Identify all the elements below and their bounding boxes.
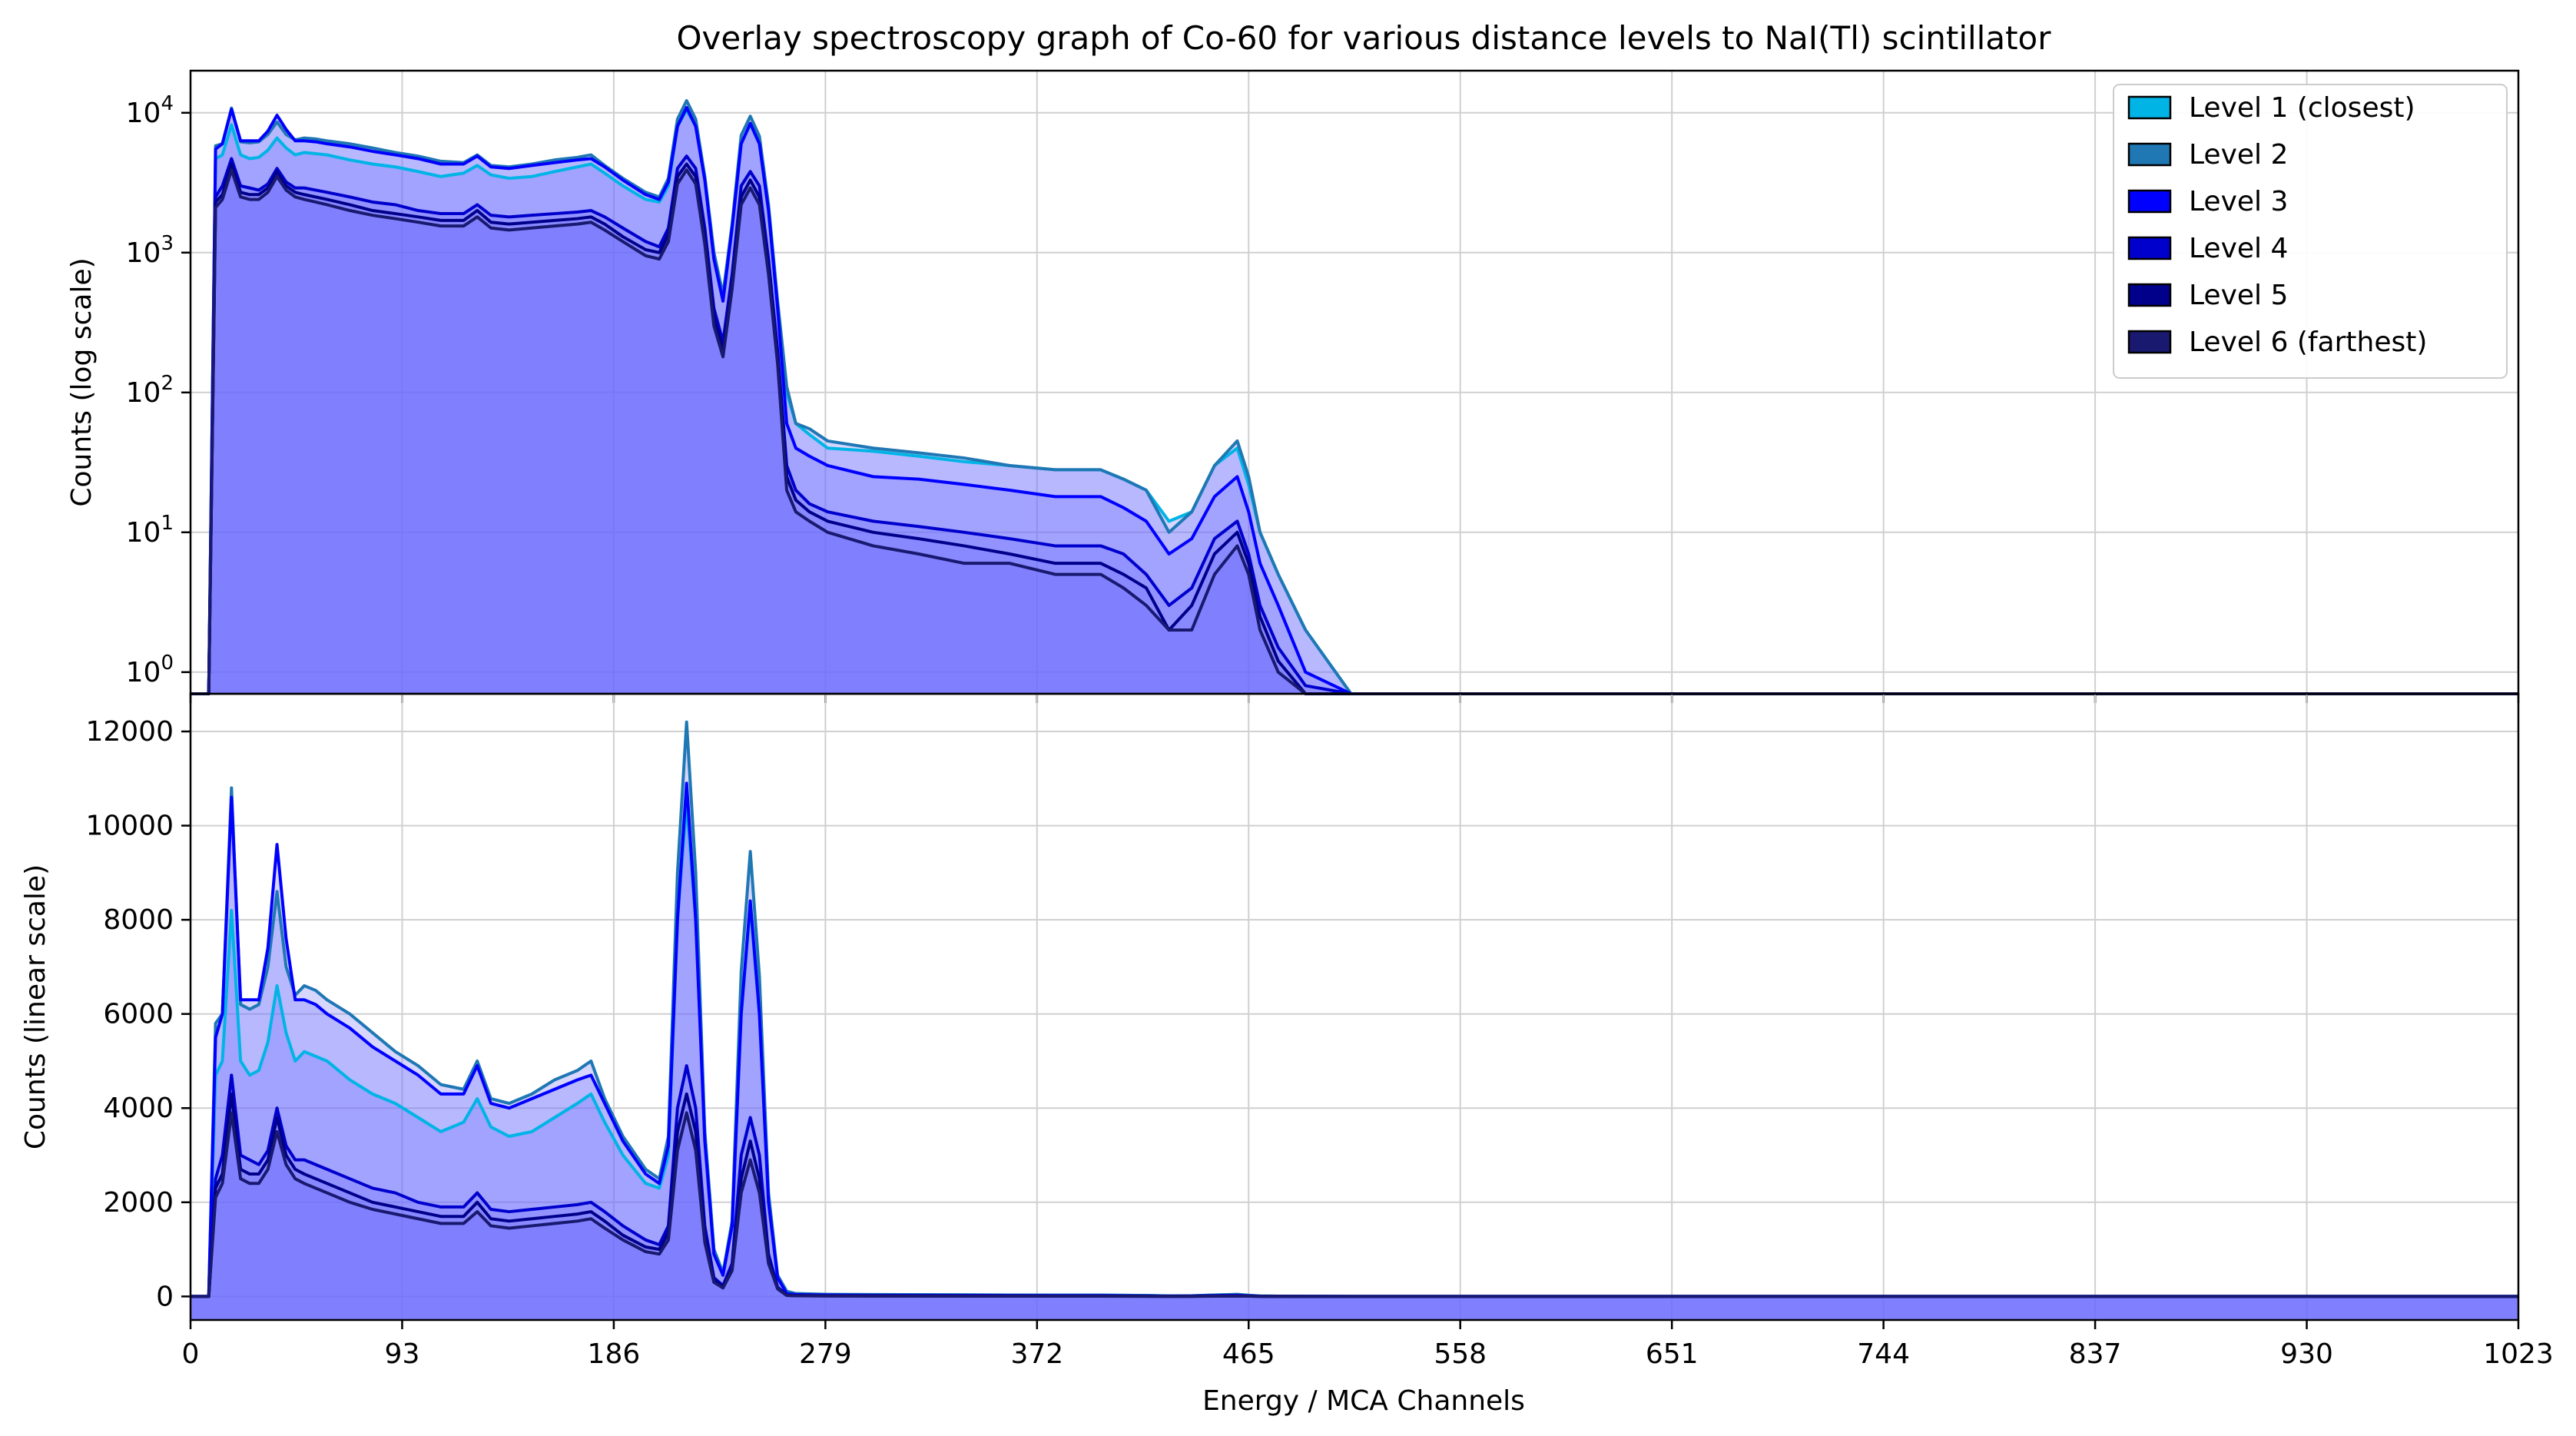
legend-entry-1: Level 2 [2189, 139, 2288, 171]
legend-entry-0: Level 1 (closest) [2189, 92, 2415, 124]
legend-swatch-4 [2127, 283, 2172, 307]
log-series-line-2 [191, 105, 2518, 695]
log-y-axis-label: Counts (log scale) [66, 257, 98, 506]
x-tick-label-10: 930 [2280, 1338, 2333, 1370]
x-tick-label-8: 744 [1857, 1338, 1910, 1370]
linear-y-tick-label-3: 6000 [103, 999, 174, 1030]
x-tick-label-4: 372 [1010, 1338, 1063, 1370]
linear-y-axis-label: Counts (linear scale) [20, 864, 51, 1149]
log-y-tick-label-2: 102 [126, 372, 174, 409]
legend-swatch-2 [2127, 189, 2172, 214]
linear-y-tick-label-6: 12000 [85, 716, 174, 748]
legend-swatch-5 [2127, 330, 2172, 354]
linear-scale-panel: 0 2000 4000 6000 8000 10000 12000 Counts (linea… [20, 692, 2554, 1370]
log-y-tick-label-4: 104 [126, 92, 174, 129]
legend-box [2113, 84, 2508, 379]
legend-entry-3: Level 4 [2189, 233, 2288, 264]
log-area-5 [191, 170, 2518, 695]
linear-area-3 [191, 1066, 2518, 1320]
x-tick-label-7: 651 [1646, 1338, 1699, 1370]
linear-area-5 [191, 1113, 2518, 1320]
log-y-tick-label-3: 103 [126, 232, 174, 269]
log-y-tick-label-0: 100 [126, 652, 174, 688]
x-tick-label-6: 558 [1434, 1338, 1487, 1370]
legend-entry-4: Level 5 [2189, 280, 2288, 311]
legend-entry-5: Level 6 (farthest) [2189, 327, 2427, 358]
linear-series-line-5 [191, 1111, 2518, 1298]
linear-area-2 [191, 783, 2518, 1320]
linear-area-0 [191, 801, 2518, 1320]
x-tick-label-0: 0 [182, 1338, 200, 1370]
linear-y-tick-label-4: 8000 [103, 904, 174, 936]
legend-swatch-0 [2127, 95, 2172, 120]
linear-y-tick-label-2: 4000 [103, 1093, 174, 1124]
log-area-4 [191, 164, 2518, 694]
linear-y-tick-label-5: 10000 [85, 811, 174, 842]
x-tick-label-5: 465 [1222, 1338, 1275, 1370]
log-scale-panel: 100 101 102 103 104 Counts (log scale) [66, 69, 2520, 703]
linear-y-tick-label-0: 0 [156, 1281, 174, 1312]
log-area-3 [191, 156, 2518, 694]
linear-y-tick-label-1: 2000 [103, 1187, 174, 1219]
legend-swatch-1 [2127, 142, 2172, 167]
legend-swatch-3 [2127, 236, 2172, 260]
x-tick-label-9: 837 [2069, 1338, 2122, 1370]
log-series-line-4 [191, 162, 2518, 695]
x-tick-label-11: 1023 [2483, 1338, 2554, 1370]
legend-entry-2: Level 3 [2189, 186, 2288, 217]
x-tick-label-3: 279 [799, 1338, 852, 1370]
chart-title: Overlay spectroscopy graph of Co-60 for … [676, 19, 2051, 57]
log-series-line-5 [191, 168, 2518, 695]
x-tick-label-2: 186 [588, 1338, 641, 1370]
linear-axes-frame [189, 692, 2520, 1322]
x-tick-label-1: 93 [385, 1338, 420, 1370]
log-series-line-1 [191, 99, 2518, 695]
log-y-tick-label-1: 101 [126, 512, 174, 549]
log-series-line-3 [191, 154, 2518, 695]
legend: Level 1 (closest) Level 2 Level 3 Level 4 Le… [2113, 84, 2508, 379]
linear-area-1 [191, 721, 2518, 1320]
x-axis-label: Energy / MCA Channels [1202, 1385, 1525, 1417]
